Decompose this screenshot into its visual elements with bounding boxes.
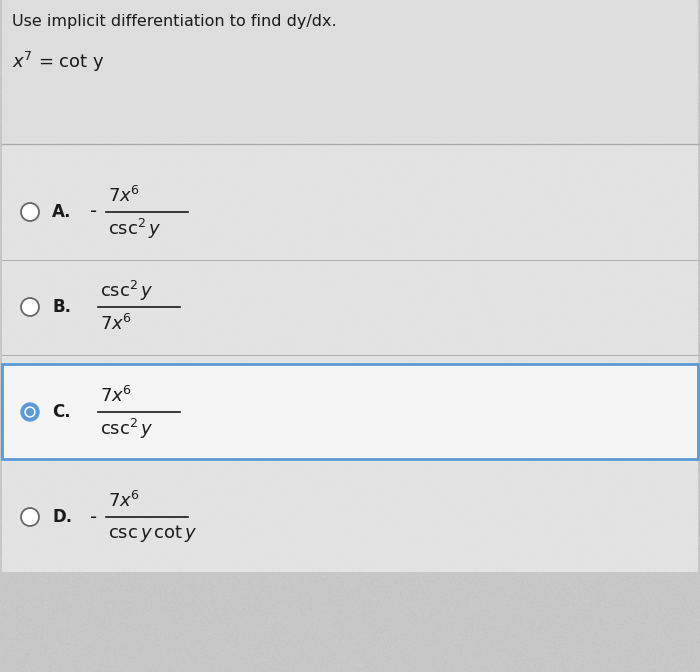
- Circle shape: [27, 409, 34, 415]
- Text: $x^{7}$ = cot y: $x^{7}$ = cot y: [12, 50, 105, 74]
- Text: -: -: [90, 202, 97, 222]
- Text: $7x^{6}$: $7x^{6}$: [100, 386, 132, 406]
- Circle shape: [25, 407, 35, 417]
- Circle shape: [21, 508, 39, 526]
- Text: D.: D.: [52, 508, 72, 526]
- Text: $7x^{6}$: $7x^{6}$: [100, 314, 132, 334]
- Text: Use implicit differentiation to find dy/dx.: Use implicit differentiation to find dy/…: [12, 14, 337, 29]
- Text: $\mathrm{csc}\,y\,\cot y$: $\mathrm{csc}\,y\,\cot y$: [108, 523, 197, 544]
- Text: A.: A.: [52, 203, 71, 221]
- Text: $\mathrm{csc}^{2}\,y$: $\mathrm{csc}^{2}\,y$: [100, 417, 153, 441]
- Text: $7x^{6}$: $7x^{6}$: [108, 491, 140, 511]
- Circle shape: [21, 203, 39, 221]
- Bar: [2, 0, 698, 572]
- Text: $\mathrm{csc}^{2}\,y$: $\mathrm{csc}^{2}\,y$: [108, 217, 162, 241]
- Text: B.: B.: [52, 298, 71, 316]
- Text: C.: C.: [52, 403, 71, 421]
- Bar: [2, 0, 698, 142]
- Circle shape: [21, 298, 39, 316]
- Text: $\mathrm{csc}^{2}\,y$: $\mathrm{csc}^{2}\,y$: [100, 279, 153, 303]
- Circle shape: [21, 403, 39, 421]
- Text: -: -: [90, 507, 97, 526]
- Text: $7x^{6}$: $7x^{6}$: [108, 186, 140, 206]
- Bar: [2, 364, 698, 459]
